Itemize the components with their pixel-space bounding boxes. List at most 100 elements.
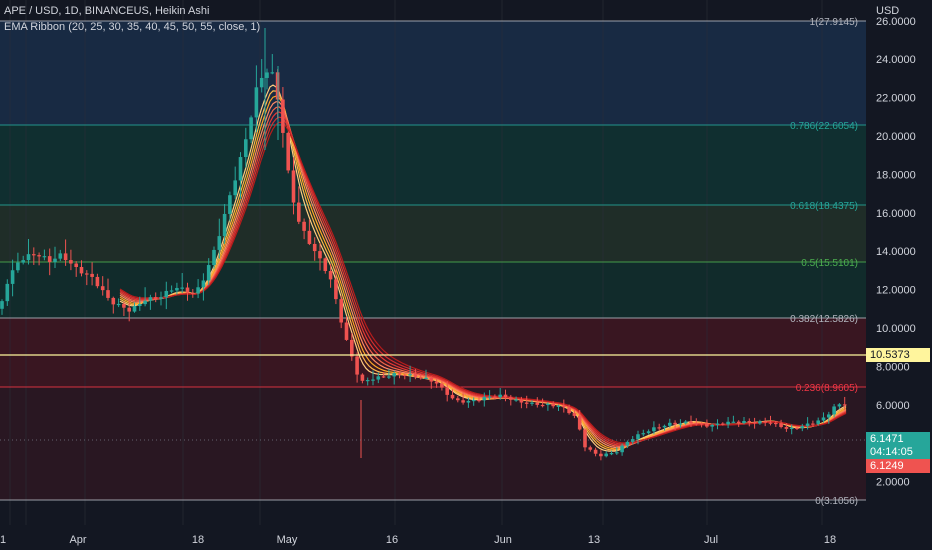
candle-body [185, 287, 190, 293]
candle-body [477, 399, 481, 402]
candle-body [339, 299, 343, 323]
price-tick-label: 10.0000 [876, 323, 916, 335]
candle-body [228, 195, 232, 214]
candle-body [652, 427, 656, 432]
candle-body [503, 394, 508, 398]
time-axis[interactable]: 1 Apr 18 May 16 Jun 13 Jul 18 [0, 534, 836, 546]
candle-body [191, 292, 195, 294]
fib-band [0, 125, 866, 205]
candle-body [646, 431, 651, 434]
bar-countdown-tag: 04:14:05 [866, 445, 930, 459]
price-tick-label: 20.0000 [876, 131, 916, 143]
candle-body [811, 423, 815, 425]
candle-body [689, 421, 693, 424]
fib-level-label: 0.382(12.5826) [790, 314, 858, 325]
time-tick-label: 13 [588, 534, 600, 546]
candle-body [312, 243, 317, 252]
candle-body [90, 273, 94, 277]
currency-label: USD [876, 5, 900, 17]
fib-band [0, 387, 866, 500]
candle-body [736, 421, 741, 424]
candle-body [625, 441, 630, 446]
candle-body [32, 254, 36, 256]
candle-body [668, 422, 672, 426]
candle-body [816, 420, 820, 424]
candle-body [630, 439, 635, 442]
candle-body [556, 405, 561, 407]
candle-body [657, 427, 661, 429]
price-tick-label: 6.0000 [876, 400, 910, 412]
ema-ribbon-line [119, 121, 847, 444]
candle-body [392, 373, 396, 377]
candle-body [403, 374, 407, 377]
candle-body [837, 404, 842, 407]
time-tick-label: 1 [0, 534, 6, 546]
time-tick-label: 16 [386, 534, 398, 546]
candle-body [774, 422, 778, 425]
candle-body [471, 399, 476, 402]
candle-body [233, 180, 237, 196]
candle-body [742, 421, 746, 424]
candle-body [254, 87, 259, 118]
candle-body [85, 273, 89, 275]
candle-body [747, 421, 752, 423]
candle-body [593, 449, 598, 454]
candle-body [111, 297, 116, 305]
candle-body [95, 276, 100, 287]
candle-body [244, 139, 248, 158]
candle-body [265, 72, 269, 78]
candle-body [519, 399, 524, 403]
candle-body [259, 77, 264, 88]
candle-body [424, 377, 428, 379]
candle-body [169, 290, 174, 292]
candle-body [21, 260, 25, 263]
candle-body [434, 381, 439, 384]
candle-body [800, 426, 805, 429]
candle-body [445, 387, 449, 395]
fib-level-label: 0(3.1056) [815, 496, 858, 507]
candle-body [784, 427, 789, 429]
candle-body [413, 374, 418, 377]
candle-body [604, 453, 608, 457]
fib-labels: 1(27.9145) 0.786(22.6054) 0.618(18.4375) 0.… [790, 17, 858, 507]
candle-body [318, 251, 322, 259]
indicator-legend[interactable]: EMA Ribbon (20, 25, 30, 35, 40, 45, 50, … [4, 21, 261, 33]
candle-body [805, 423, 810, 427]
candle-body [286, 132, 290, 171]
candle-body [450, 394, 455, 399]
candle-body [365, 380, 370, 382]
price-tick-label: 16.0000 [876, 208, 916, 220]
candle-body [307, 230, 312, 244]
candle-body [148, 297, 153, 301]
fib-bands [0, 21, 866, 500]
candle-body [100, 286, 105, 291]
price-tick-label: 14.0000 [876, 246, 916, 258]
candle-body [328, 271, 333, 280]
candle-body [69, 260, 73, 264]
candle-body [721, 423, 725, 425]
candle-body [599, 453, 603, 457]
candle-body [429, 377, 434, 382]
candle-body [376, 376, 381, 380]
candle-body [127, 307, 131, 312]
candle-body [768, 422, 773, 424]
fib-band [0, 205, 866, 262]
price-tick-label: 2.0000 [876, 477, 910, 489]
candle-body [482, 397, 487, 401]
candle-body [355, 356, 359, 375]
symbol-title[interactable]: APE / USD, 1D, BINANCEUS, Heikin Ashi [4, 5, 210, 17]
candle-body [0, 301, 4, 309]
candle-body [249, 117, 253, 140]
candle-body [397, 373, 402, 375]
candle-body [74, 263, 78, 268]
candle-body [143, 300, 147, 305]
candle-body [673, 422, 677, 425]
candle-body [842, 404, 847, 406]
candle-body [588, 447, 593, 450]
candle-body [493, 396, 497, 398]
candle-body [10, 270, 15, 284]
candle-body [175, 287, 179, 291]
candle-body [583, 429, 587, 448]
time-tick-label: Apr [69, 534, 86, 546]
